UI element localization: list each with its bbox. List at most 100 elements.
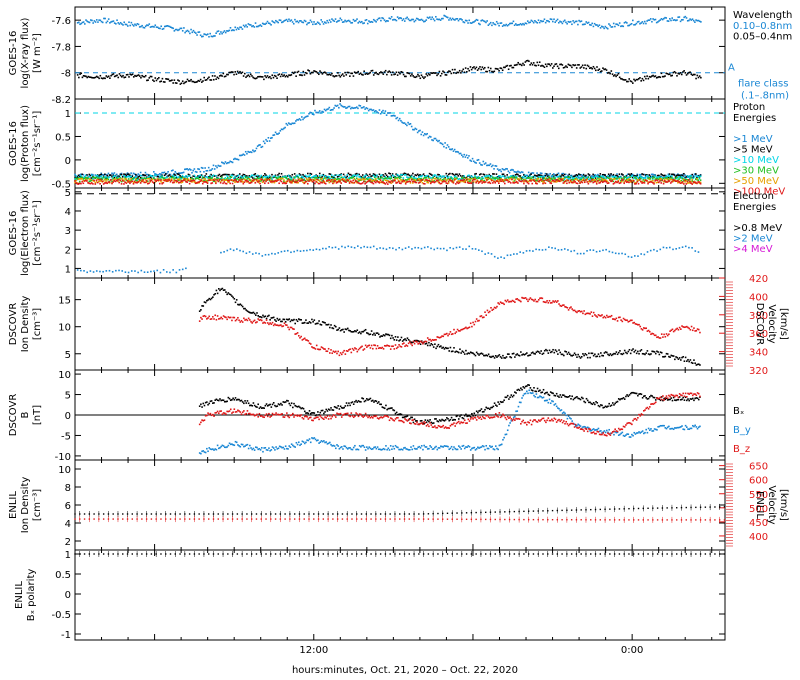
data-point <box>453 179 456 181</box>
data-point <box>315 23 318 25</box>
data-point <box>158 175 161 178</box>
data-point <box>181 174 184 177</box>
data-point <box>622 179 624 182</box>
data-point <box>142 173 144 176</box>
data-point <box>307 172 309 175</box>
data-point <box>260 178 263 181</box>
data-point <box>235 158 237 160</box>
data-point <box>529 173 531 176</box>
data-point <box>290 177 292 180</box>
data-point <box>74 173 76 176</box>
data-point <box>149 176 152 179</box>
data-point <box>140 76 142 79</box>
data-point <box>672 178 674 180</box>
data-point <box>379 174 382 177</box>
data-point <box>191 179 193 182</box>
data-point <box>384 175 387 178</box>
data-point <box>261 181 264 184</box>
data-point <box>495 20 498 23</box>
data-point <box>670 19 672 22</box>
data-point <box>535 351 538 354</box>
data-point <box>120 178 123 180</box>
data-point <box>599 70 602 73</box>
data-point <box>518 175 520 177</box>
data-point <box>372 74 375 76</box>
data-point <box>243 178 246 181</box>
data-point <box>96 176 99 178</box>
data-point <box>324 322 326 324</box>
data-point <box>418 174 420 177</box>
data-point <box>113 75 116 78</box>
data-point <box>283 250 286 252</box>
data-point <box>108 180 111 183</box>
data-point <box>335 174 338 177</box>
data-point <box>594 24 597 26</box>
data-point <box>616 177 618 180</box>
data-point <box>477 175 480 178</box>
data-point <box>188 174 191 176</box>
data-point <box>263 316 265 318</box>
data-point <box>204 175 206 177</box>
data-point <box>328 73 331 76</box>
data-point <box>314 179 316 181</box>
data-point <box>544 21 547 24</box>
data-point <box>171 26 173 29</box>
data-point <box>227 179 229 182</box>
data-point <box>305 115 308 118</box>
data-point <box>397 180 400 183</box>
data-point <box>81 180 83 183</box>
data-point <box>331 246 334 249</box>
data-point <box>95 270 98 272</box>
data-point <box>605 26 608 29</box>
data-point <box>303 117 306 119</box>
data-point <box>428 172 431 175</box>
data-point <box>258 177 260 180</box>
data-point <box>299 177 302 180</box>
data-point <box>578 64 580 66</box>
data-point <box>492 355 495 358</box>
data-point <box>425 178 427 181</box>
data-point <box>510 356 513 359</box>
series-xray <box>76 14 702 38</box>
data-point <box>225 173 228 176</box>
data-point <box>258 24 260 27</box>
data-point <box>94 177 97 179</box>
data-point <box>104 17 106 20</box>
data-point <box>182 179 185 182</box>
data-point <box>686 176 689 178</box>
data-point <box>186 179 189 182</box>
data-point <box>432 181 434 183</box>
data-point <box>470 182 473 185</box>
data-point <box>551 175 554 177</box>
data-point <box>318 320 320 322</box>
data-point <box>658 181 660 184</box>
data-point <box>287 122 290 124</box>
data-point <box>690 176 692 179</box>
data-point <box>399 17 401 19</box>
data-point <box>135 175 137 177</box>
data-point <box>635 182 637 185</box>
data-point <box>456 71 459 74</box>
data-point <box>418 182 420 184</box>
data-point <box>432 139 434 142</box>
data-point <box>271 74 274 77</box>
data-point <box>329 180 332 183</box>
data-point <box>187 169 190 171</box>
data-point <box>663 176 666 179</box>
data-point <box>281 182 284 185</box>
data-point <box>426 180 428 183</box>
data-point <box>311 113 314 115</box>
data-point <box>599 181 602 184</box>
data-point <box>382 174 384 176</box>
data-point <box>397 336 399 338</box>
data-point <box>204 33 207 36</box>
data-point <box>328 176 331 178</box>
data-point <box>112 179 115 181</box>
data-point <box>545 179 548 182</box>
data-point <box>380 335 382 337</box>
data-point <box>387 71 389 73</box>
data-point <box>297 179 300 181</box>
data-point <box>94 76 97 79</box>
data-point <box>279 175 282 178</box>
data-point <box>248 179 251 181</box>
